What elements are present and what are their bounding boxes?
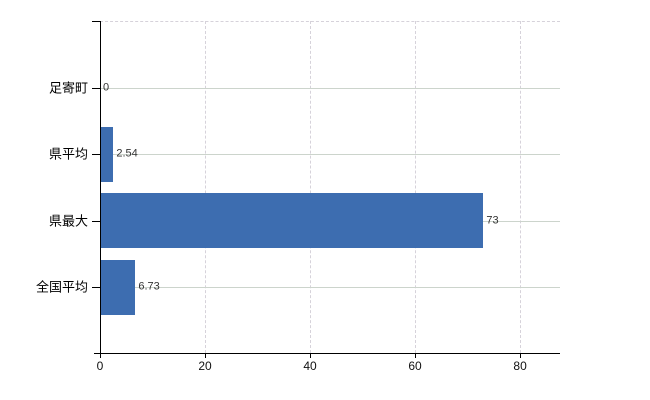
y-axis-top-tick [92,21,100,22]
gridline-vertical [415,21,417,353]
y-axis [100,21,101,353]
x-tick [520,353,522,358]
x-tick-label: 20 [198,359,212,373]
x-tick-label: 0 [96,359,104,373]
category-tick [92,154,100,155]
bar [100,193,484,248]
category-tick [92,287,100,288]
category-label: 足寄町 [48,80,88,95]
x-tick-label: 40 [303,359,317,373]
bar-value-label: 73 [486,214,499,226]
x-tick-label: 80 [513,359,527,373]
category-label: 県最大 [48,213,88,228]
gridline-horizontal [100,154,560,155]
gridline-horizontal [100,287,560,288]
category-tick [92,87,100,89]
category-tick [92,220,100,222]
x-tick [205,353,207,358]
x-tick [310,353,312,358]
gridline-vertical [205,21,207,353]
bar [100,259,136,315]
x-tick-label: 60 [408,359,422,373]
x-axis [94,353,560,354]
gridline-horizontal [100,87,560,89]
plot-top-border [100,21,560,22]
bar [100,126,114,182]
bar-value-label: 0 [103,81,110,93]
bar-value-label: 6.73 [138,280,160,293]
gridline-vertical [520,21,522,353]
x-tick [415,353,417,358]
category-label: 県平均 [48,146,88,162]
gridline-vertical [310,21,312,353]
x-tick [100,353,101,358]
category-label: 全国平均 [35,279,88,295]
bar-value-label: 2.54 [116,147,138,160]
